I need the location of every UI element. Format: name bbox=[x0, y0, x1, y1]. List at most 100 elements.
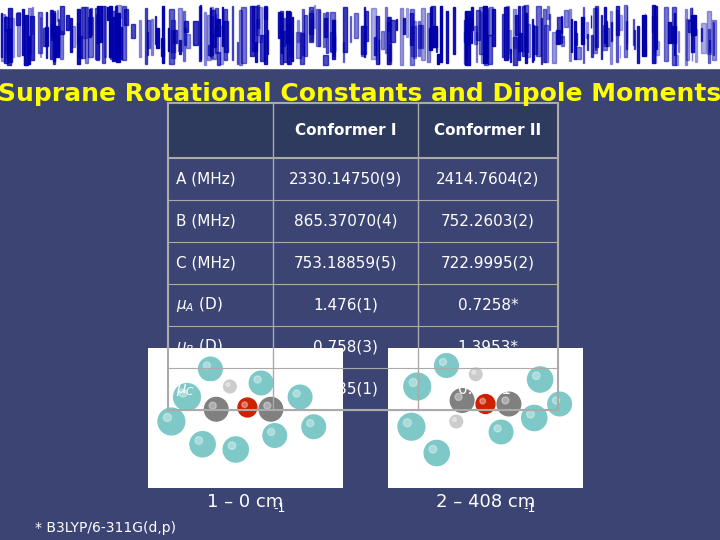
Bar bbox=[436, 28, 437, 52]
Bar bbox=[281, 13, 282, 53]
Bar bbox=[316, 9, 320, 46]
Bar bbox=[7, 29, 11, 58]
Bar bbox=[184, 21, 188, 32]
Bar bbox=[258, 8, 261, 43]
Bar bbox=[178, 8, 182, 51]
Bar bbox=[374, 37, 376, 55]
Bar bbox=[603, 7, 606, 43]
Bar bbox=[1, 14, 6, 61]
Circle shape bbox=[242, 402, 248, 408]
Bar bbox=[381, 31, 384, 50]
Bar bbox=[376, 16, 379, 64]
Bar bbox=[581, 17, 584, 44]
Bar bbox=[515, 16, 518, 36]
Bar bbox=[388, 348, 583, 488]
Bar bbox=[652, 5, 654, 63]
Bar bbox=[88, 17, 93, 57]
Bar bbox=[634, 30, 636, 49]
Bar bbox=[610, 11, 612, 64]
Bar bbox=[454, 7, 455, 55]
Bar bbox=[53, 11, 55, 64]
Bar bbox=[582, 7, 584, 63]
Bar bbox=[484, 11, 487, 57]
Bar bbox=[518, 33, 522, 51]
Circle shape bbox=[439, 359, 446, 366]
Bar bbox=[576, 47, 581, 59]
Bar bbox=[479, 6, 483, 54]
Bar bbox=[256, 42, 258, 62]
Bar bbox=[611, 22, 612, 42]
Bar bbox=[354, 12, 359, 38]
Bar bbox=[186, 33, 190, 48]
Bar bbox=[199, 6, 201, 60]
Circle shape bbox=[228, 442, 235, 449]
Bar bbox=[655, 31, 657, 63]
Circle shape bbox=[263, 424, 287, 447]
Bar bbox=[433, 26, 437, 48]
Bar bbox=[9, 18, 14, 57]
Bar bbox=[179, 40, 181, 54]
Bar bbox=[403, 18, 405, 33]
Circle shape bbox=[268, 428, 275, 435]
Bar bbox=[40, 17, 41, 57]
Bar bbox=[690, 8, 692, 21]
Bar bbox=[168, 103, 558, 410]
Bar bbox=[483, 5, 487, 63]
Circle shape bbox=[528, 367, 553, 392]
Bar bbox=[96, 15, 99, 60]
Bar bbox=[82, 7, 87, 38]
Bar bbox=[624, 5, 627, 57]
Bar bbox=[193, 21, 198, 44]
Bar bbox=[50, 10, 52, 59]
Bar bbox=[22, 9, 24, 55]
Bar bbox=[465, 12, 467, 59]
Bar bbox=[250, 6, 254, 56]
Circle shape bbox=[179, 389, 187, 397]
Circle shape bbox=[455, 394, 462, 401]
Circle shape bbox=[404, 373, 431, 400]
Bar bbox=[8, 8, 12, 62]
Bar bbox=[518, 6, 521, 60]
Bar bbox=[488, 36, 492, 64]
Circle shape bbox=[249, 371, 273, 395]
Bar bbox=[695, 29, 697, 62]
Bar bbox=[400, 8, 403, 64]
Bar bbox=[162, 6, 164, 63]
Bar bbox=[85, 7, 88, 64]
Bar bbox=[232, 5, 233, 60]
Bar bbox=[678, 31, 679, 52]
Bar bbox=[474, 26, 477, 44]
Bar bbox=[413, 21, 416, 58]
Text: 752.2603(2): 752.2603(2) bbox=[441, 213, 535, 228]
Circle shape bbox=[158, 408, 185, 435]
Circle shape bbox=[522, 406, 547, 430]
Bar bbox=[513, 37, 517, 65]
Bar bbox=[616, 6, 619, 35]
Bar bbox=[296, 32, 301, 58]
Bar bbox=[481, 12, 485, 63]
Bar bbox=[38, 12, 42, 53]
Bar bbox=[675, 55, 678, 65]
Circle shape bbox=[195, 437, 202, 444]
Bar bbox=[552, 32, 556, 63]
Bar bbox=[333, 19, 334, 56]
Circle shape bbox=[548, 392, 572, 416]
Bar bbox=[387, 22, 390, 64]
Bar bbox=[644, 12, 645, 49]
Bar bbox=[571, 19, 572, 52]
Bar bbox=[297, 19, 299, 42]
Bar bbox=[446, 11, 448, 63]
Bar bbox=[1, 14, 2, 57]
Circle shape bbox=[163, 414, 171, 422]
Bar bbox=[701, 23, 706, 53]
Bar bbox=[410, 12, 413, 45]
Circle shape bbox=[293, 390, 300, 397]
Bar bbox=[471, 8, 473, 30]
Bar bbox=[561, 16, 562, 33]
Bar bbox=[418, 25, 423, 48]
Bar bbox=[713, 22, 714, 55]
Bar bbox=[215, 8, 218, 53]
Text: 2414.7604(2): 2414.7604(2) bbox=[436, 172, 540, 186]
Bar bbox=[168, 103, 558, 158]
Bar bbox=[712, 20, 716, 60]
